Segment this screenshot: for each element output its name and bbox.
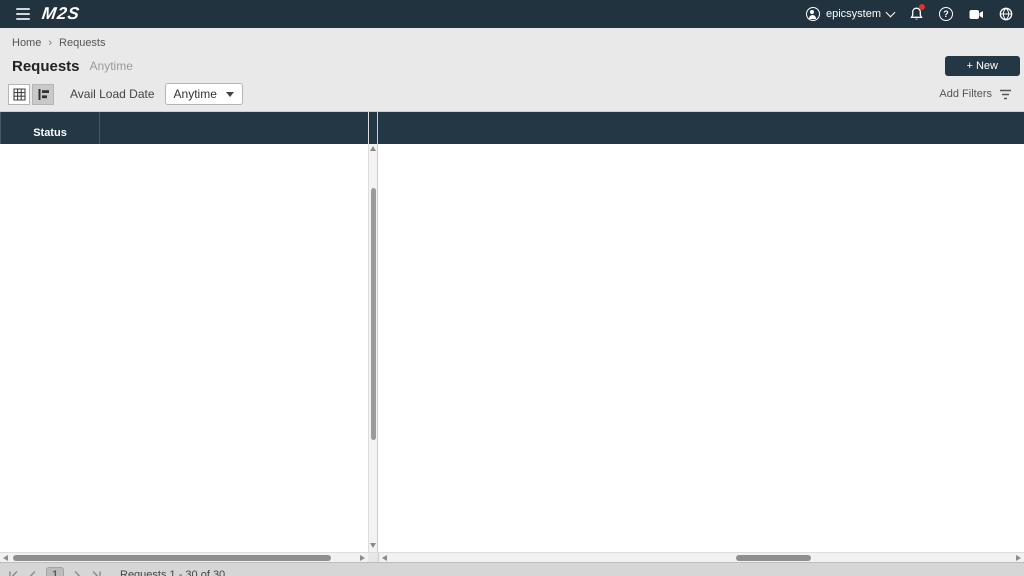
table-body xyxy=(0,144,368,543)
avail-load-date-dropdown[interactable]: Anytime xyxy=(164,83,243,105)
table-pane: Status xyxy=(0,112,368,552)
table-header: Status xyxy=(0,112,368,144)
gantt-h-scrollbar[interactable] xyxy=(378,553,1024,562)
avail-load-date-value: Anytime xyxy=(173,87,217,101)
app-logo: M2S xyxy=(40,4,82,23)
gantt-scroll-right-icon[interactable] xyxy=(1016,555,1021,561)
top-bar: M2S epicsystem ? xyxy=(0,0,1024,28)
column-header-status[interactable]: Status xyxy=(0,112,100,144)
pagination-bar: 1 Requests 1 - 30 of 30 xyxy=(0,562,1024,576)
add-filters-label: Add Filters xyxy=(939,88,992,100)
video-camera-icon xyxy=(969,9,983,19)
chevron-down-icon xyxy=(885,7,896,18)
first-page-button[interactable] xyxy=(8,570,19,576)
scroll-down-icon[interactable] xyxy=(370,543,376,548)
gantt-view-icon xyxy=(38,88,49,100)
user-name: epicsystem xyxy=(825,8,881,20)
grid-view-icon xyxy=(12,87,26,101)
avail-load-date-label: Avail Load Date xyxy=(70,87,155,101)
filter-icon xyxy=(1000,89,1011,99)
breadcrumb-current: Requests xyxy=(59,37,106,49)
scroll-up-icon[interactable] xyxy=(370,146,376,151)
gantt-scroll-left-icon[interactable] xyxy=(382,555,387,561)
breadcrumb-home[interactable]: Home xyxy=(12,37,42,49)
page-subtitle: Anytime xyxy=(89,59,133,73)
horizontal-scrollbars xyxy=(0,552,1024,562)
language-button[interactable] xyxy=(998,6,1014,22)
breadcrumb-separator: › xyxy=(48,37,53,49)
pagination-summary: Requests 1 - 30 of 30 xyxy=(120,569,226,576)
title-row: Requests Anytime + New xyxy=(0,53,1024,79)
bell-icon xyxy=(909,7,923,20)
gantt-h-scroll-thumb[interactable] xyxy=(736,555,811,561)
help-icon: ? xyxy=(939,7,953,21)
user-avatar-icon xyxy=(805,7,820,21)
filter-row: Avail Load Date Anytime Add Filters xyxy=(0,79,1024,111)
notification-badge xyxy=(919,4,925,10)
scroll-left-icon[interactable] xyxy=(3,555,8,561)
add-filters-button[interactable]: Add Filters xyxy=(939,88,1012,100)
grid-view-button[interactable] xyxy=(8,83,30,105)
new-request-button[interactable]: + New xyxy=(944,56,1020,76)
gantt-body xyxy=(378,144,1024,543)
globe-icon xyxy=(999,7,1013,21)
page-number-button[interactable]: 1 xyxy=(46,566,64,576)
timeline-header xyxy=(378,112,1024,144)
vertical-scroll-thumb[interactable] xyxy=(370,188,376,440)
prev-page-button[interactable] xyxy=(29,570,36,576)
help-button[interactable]: ? xyxy=(938,6,954,22)
gantt-view-button[interactable] xyxy=(32,83,54,105)
notifications-button[interactable] xyxy=(908,4,925,22)
vertical-scrollbar[interactable] xyxy=(368,112,378,552)
dropdown-caret-icon xyxy=(225,91,234,97)
table-h-scroll-thumb[interactable] xyxy=(13,555,331,561)
menu-icon[interactable] xyxy=(16,8,30,20)
scroll-right-icon[interactable] xyxy=(360,555,365,561)
page-title: Requests xyxy=(12,57,80,75)
video-button[interactable] xyxy=(968,6,984,22)
last-page-button[interactable] xyxy=(91,570,102,576)
gantt-pane xyxy=(378,112,1024,552)
requests-grid: Status xyxy=(0,111,1024,552)
table-h-scrollbar[interactable] xyxy=(0,553,368,562)
breadcrumb: Home › Requests xyxy=(0,28,1024,53)
user-menu[interactable]: epicsystem xyxy=(805,7,896,21)
next-page-button[interactable] xyxy=(74,570,81,576)
